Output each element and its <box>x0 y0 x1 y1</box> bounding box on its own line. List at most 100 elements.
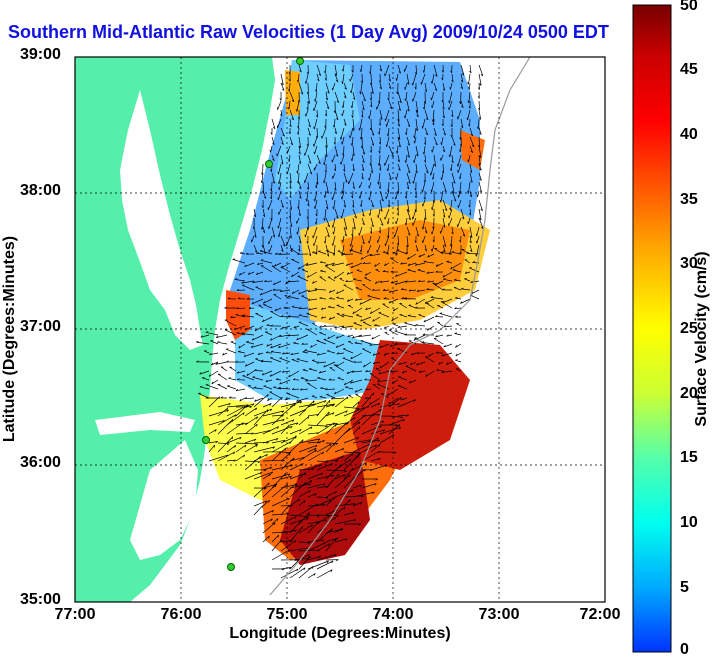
velocity-vector <box>460 73 464 83</box>
vector-head <box>290 426 293 429</box>
vector-head <box>299 241 302 244</box>
vector-head <box>304 472 307 476</box>
velocity-vector <box>325 217 331 227</box>
vector-head <box>376 437 379 440</box>
velocity-vector <box>298 190 302 199</box>
velocity-vector <box>325 100 330 109</box>
velocity-vector <box>404 109 408 119</box>
velocity-vector <box>387 217 390 225</box>
velocity-vector <box>362 348 372 354</box>
vector-head <box>270 196 272 200</box>
velocity-vector <box>370 127 375 136</box>
vector-head <box>288 79 291 82</box>
velocity-vector <box>350 352 363 360</box>
velocity-vector <box>337 377 345 381</box>
vector-head <box>331 474 335 478</box>
vector-head <box>407 82 410 85</box>
velocity-vector <box>441 136 444 145</box>
vector-head <box>288 295 291 297</box>
velocity-vector <box>372 384 381 390</box>
velocity-vector <box>376 244 381 253</box>
vector-head <box>404 160 407 163</box>
velocity-vector <box>350 379 363 384</box>
vector-head <box>269 149 271 153</box>
velocity-vector <box>208 396 220 408</box>
velocity-vector <box>298 400 315 417</box>
velocity-vector <box>377 379 390 383</box>
velocity-vector <box>289 463 304 471</box>
vector-head <box>405 132 407 135</box>
vector-head <box>267 398 270 401</box>
velocity-vector <box>478 127 482 135</box>
vector-head <box>263 196 267 199</box>
vector-head <box>382 270 386 272</box>
velocity-vector <box>230 316 237 318</box>
velocity-vector <box>451 172 456 184</box>
velocity-vector <box>384 208 390 220</box>
vector-head <box>362 241 365 245</box>
vector-head <box>362 152 366 155</box>
velocity-vector <box>345 280 354 283</box>
vector-head <box>469 212 471 216</box>
vector-head <box>389 370 393 373</box>
velocity-vector <box>274 307 282 312</box>
velocity-vector <box>285 397 291 401</box>
vector-head <box>346 272 349 275</box>
velocity-vector <box>405 154 408 163</box>
vector-head <box>326 106 330 109</box>
velocity-vector <box>279 379 291 385</box>
velocity-vector <box>432 172 435 180</box>
vector-head <box>424 89 427 93</box>
vector-head <box>280 113 283 117</box>
vector-head <box>369 150 372 153</box>
velocity-vector <box>423 100 426 110</box>
vector-head <box>342 153 344 156</box>
velocity-vector <box>297 163 300 174</box>
velocity-vector <box>289 567 306 579</box>
velocity-vector <box>217 384 228 390</box>
vector-head <box>378 458 381 461</box>
vector-head <box>379 86 382 90</box>
vector-head <box>464 271 468 274</box>
vector-head <box>259 249 263 252</box>
velocity-vector <box>262 403 272 408</box>
vector-head <box>470 280 473 283</box>
velocity-vector <box>262 208 266 217</box>
velocity-vector <box>205 331 219 336</box>
vector-head <box>240 251 243 254</box>
velocity-vector <box>334 410 348 417</box>
vector-head <box>270 471 274 475</box>
velocity-vector <box>446 261 453 264</box>
velocity-vector <box>323 361 336 368</box>
velocity-vector <box>455 368 462 372</box>
velocity-vector <box>280 567 292 570</box>
vector-head <box>323 364 326 368</box>
velocity-vector <box>217 419 234 435</box>
velocity-vector <box>280 540 293 543</box>
velocity-vector <box>340 154 345 165</box>
vector-head <box>391 155 394 158</box>
vector-head <box>424 160 426 163</box>
velocity-vector <box>470 280 480 283</box>
vector-head <box>336 216 339 219</box>
velocity-vector <box>217 341 228 345</box>
velocity-vector <box>349 244 354 253</box>
velocity-vector <box>235 314 246 318</box>
vector-head <box>289 475 292 479</box>
velocity-vector <box>422 181 426 193</box>
velocity-vector <box>324 190 327 198</box>
vector-head <box>414 195 417 199</box>
velocity-vector <box>359 181 363 189</box>
vector-head <box>291 274 294 277</box>
vector-head <box>296 79 299 83</box>
vector-head <box>254 250 258 253</box>
vector-head <box>430 296 434 298</box>
velocity-vector <box>298 154 302 164</box>
vector-head <box>435 143 438 146</box>
velocity-vector <box>416 361 426 366</box>
vector-head <box>458 149 461 153</box>
vector-head <box>241 314 245 316</box>
velocity-vector <box>298 307 309 309</box>
vector-head <box>394 196 397 200</box>
vector-head <box>359 302 362 305</box>
